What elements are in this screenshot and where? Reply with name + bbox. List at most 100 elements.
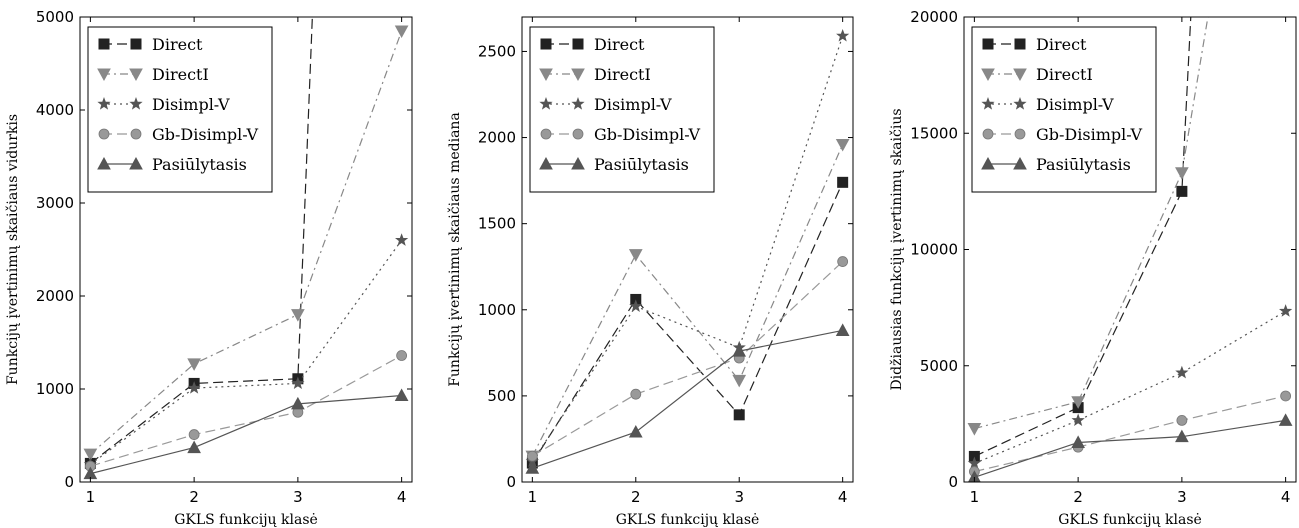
series-group bbox=[525, 29, 850, 474]
legend-marker bbox=[130, 128, 142, 140]
y-tick-label: 3000 bbox=[36, 194, 74, 212]
x-axis-label: GKLS funkcijų klasė bbox=[1058, 512, 1202, 528]
series-line-3 bbox=[532, 261, 844, 457]
data-point bbox=[1175, 365, 1189, 379]
series-line-0 bbox=[974, 17, 1192, 457]
legend-marker bbox=[129, 97, 143, 110]
series-line-4 bbox=[974, 419, 1286, 478]
x-axis-label: GKLS funkcijų klasė bbox=[174, 512, 318, 528]
legend-label: Pasiūlytasis bbox=[1036, 155, 1131, 174]
legend-marker bbox=[981, 97, 995, 110]
data-point bbox=[967, 470, 981, 482]
data-point bbox=[395, 233, 409, 246]
data-point bbox=[967, 456, 981, 470]
legend-marker bbox=[539, 68, 553, 82]
legend-marker bbox=[1013, 68, 1027, 82]
chart-panel-2: 1 2 3 4 0 500 1000 1500 2000 2500 GKLS funkcijų kl… bbox=[447, 16, 854, 528]
data-point bbox=[967, 423, 982, 436]
series-group bbox=[967, 17, 1293, 482]
data-point bbox=[835, 138, 850, 152]
x-tick-label: 1 bbox=[970, 488, 980, 506]
legend-marker bbox=[1014, 128, 1026, 140]
data-point bbox=[394, 25, 409, 38]
y-tick-label: 0 bbox=[948, 473, 958, 491]
legend-marker bbox=[129, 68, 143, 82]
legend-marker bbox=[1014, 38, 1026, 50]
data-point bbox=[1071, 396, 1085, 409]
data-point bbox=[526, 450, 538, 462]
legend-label: Disimpl-V bbox=[594, 95, 672, 114]
data-point bbox=[630, 388, 642, 400]
series-line-4 bbox=[90, 394, 402, 475]
y-tick-label: 5000 bbox=[920, 357, 958, 375]
legend-marker bbox=[572, 38, 584, 50]
legend: Direct DirectI Disimpl-V Gb-Disimpl-V Pasiūl… bbox=[87, 26, 273, 193]
legend-marker bbox=[98, 38, 110, 50]
x-tick-label: 3 bbox=[1177, 488, 1187, 506]
legend-marker bbox=[572, 128, 584, 140]
data-point bbox=[394, 388, 409, 402]
legend-marker bbox=[1013, 97, 1027, 110]
data-point bbox=[732, 374, 747, 388]
data-point bbox=[732, 344, 747, 357]
x-tick-label: 1 bbox=[528, 488, 538, 506]
y-tick-label: 0 bbox=[506, 473, 516, 491]
legend-label: DirectI bbox=[1036, 65, 1093, 84]
chart-panel-1: 1 2 3 4 0 1000 2000 3000 4000 5000 GKLS funkcijų k… bbox=[5, 8, 413, 528]
data-point bbox=[187, 440, 201, 454]
legend-marker bbox=[97, 97, 111, 110]
data-point bbox=[291, 396, 305, 410]
legend-marker bbox=[98, 128, 110, 140]
data-point bbox=[1071, 435, 1085, 448]
legend-label: DirectI bbox=[594, 65, 651, 84]
series-line-0 bbox=[531, 182, 844, 464]
series-line-3 bbox=[90, 354, 402, 467]
series-line-1 bbox=[89, 30, 403, 455]
data-point bbox=[733, 409, 745, 421]
x-tick-label: 3 bbox=[293, 488, 303, 506]
series-line-2 bbox=[974, 310, 1286, 464]
x-tick-label: 2 bbox=[1073, 488, 1083, 506]
data-point bbox=[188, 429, 200, 440]
series-line-1 bbox=[531, 144, 844, 457]
data-point bbox=[628, 425, 643, 438]
data-point bbox=[83, 448, 98, 462]
y-tick-label: 1000 bbox=[478, 301, 516, 319]
plot-frame bbox=[521, 16, 854, 483]
y-tick-label: 10000 bbox=[910, 241, 958, 259]
series-line-4 bbox=[532, 329, 843, 469]
data-point bbox=[1279, 304, 1293, 317]
data-point bbox=[1071, 413, 1085, 427]
x-axis-label: GKLS funkcijų klasė bbox=[616, 512, 760, 528]
data-point bbox=[1278, 413, 1293, 426]
legend-marker bbox=[571, 97, 585, 110]
data-point bbox=[291, 376, 305, 390]
legend-label: Direct bbox=[152, 35, 203, 54]
data-point bbox=[1176, 185, 1188, 197]
x-tick-label: 4 bbox=[397, 488, 407, 506]
data-point bbox=[525, 461, 540, 474]
x-tick-label: 4 bbox=[838, 488, 848, 506]
data-point bbox=[628, 249, 643, 262]
y-tick-label: 500 bbox=[487, 387, 516, 405]
legend-marker bbox=[1013, 156, 1027, 170]
legend: Direct DirectI Disimpl-V Gb-Disimpl-V Pasiūl… bbox=[529, 26, 715, 193]
legend-marker bbox=[97, 68, 111, 82]
legend-marker bbox=[981, 68, 995, 82]
legend-marker bbox=[540, 38, 552, 50]
legend-marker bbox=[539, 97, 553, 110]
legend-marker bbox=[129, 156, 143, 170]
x-tick-label: 1 bbox=[86, 488, 96, 506]
series-line-0 bbox=[90, 17, 313, 464]
legend-marker bbox=[982, 128, 994, 140]
series-group bbox=[83, 17, 409, 480]
legend-label: Gb-Disimpl-V bbox=[1036, 125, 1142, 144]
legend-marker bbox=[130, 38, 142, 50]
y-tick-label: 4000 bbox=[36, 101, 74, 119]
y-tick-label: 1000 bbox=[36, 380, 74, 398]
data-point bbox=[837, 176, 849, 188]
y-tick-label: 15000 bbox=[910, 124, 958, 142]
x-tick-label: 4 bbox=[1281, 488, 1291, 506]
plot-frame bbox=[79, 16, 413, 483]
legend-label: Direct bbox=[1036, 35, 1087, 54]
